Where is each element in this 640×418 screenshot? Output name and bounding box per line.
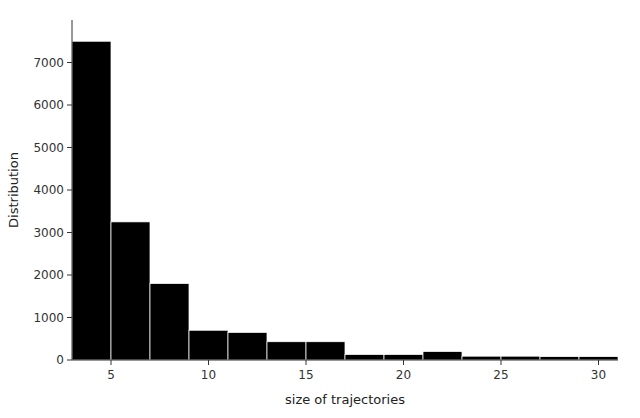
- bar: [228, 332, 267, 360]
- y-tick-label: 1000: [33, 311, 64, 325]
- x-tick: [111, 360, 112, 365]
- bar: [423, 352, 462, 361]
- y-tick: [67, 105, 72, 106]
- x-tick-label: 20: [396, 368, 411, 382]
- bar: [267, 342, 306, 360]
- x-tick: [501, 360, 502, 365]
- bar: [189, 330, 228, 360]
- x-tick: [208, 360, 209, 365]
- x-tick-label: 25: [493, 368, 508, 382]
- x-tick: [598, 360, 599, 365]
- y-axis-label: Distribution: [6, 152, 21, 228]
- y-tick-label: 2000: [33, 268, 64, 282]
- y-tick: [67, 317, 72, 318]
- x-tick: [306, 360, 307, 365]
- x-axis-label: size of trajectories: [285, 392, 405, 407]
- y-tick: [67, 360, 72, 361]
- bar: [72, 41, 111, 360]
- y-tick-label: 3000: [33, 226, 64, 240]
- y-tick: [67, 275, 72, 276]
- axes: 5 10 15 20 25 30 0 1000 2000 3000 4000 5000 6000 7000: [33, 20, 618, 382]
- y-tick: [67, 147, 72, 148]
- bars: [72, 41, 618, 360]
- bar: [579, 357, 618, 360]
- bar: [306, 342, 345, 360]
- x-tick-label: 10: [201, 368, 216, 382]
- y-tick-label: 0: [56, 353, 64, 367]
- chart: 5 10 15 20 25 30 0 1000 2000 3000 4000 5000 6000 7000…: [0, 0, 640, 418]
- y-tick: [67, 232, 72, 233]
- bar: [462, 356, 501, 360]
- bar: [345, 354, 384, 360]
- bar: [150, 284, 189, 361]
- x-tick-label: 15: [298, 368, 313, 382]
- x-tick-label: 5: [107, 368, 115, 382]
- bar: [111, 222, 150, 360]
- y-tick-label: 6000: [33, 98, 64, 112]
- bar: [540, 357, 579, 360]
- y-tick: [67, 190, 72, 191]
- y-tick-label: 7000: [33, 56, 64, 70]
- bar: [384, 354, 423, 360]
- y-tick-label: 4000: [33, 183, 64, 197]
- x-tick-label: 30: [591, 368, 606, 382]
- x-tick: [403, 360, 404, 365]
- y-tick: [67, 62, 72, 63]
- y-tick-label: 5000: [33, 141, 64, 155]
- bar: [501, 356, 540, 360]
- x-axis-line: [72, 360, 618, 361]
